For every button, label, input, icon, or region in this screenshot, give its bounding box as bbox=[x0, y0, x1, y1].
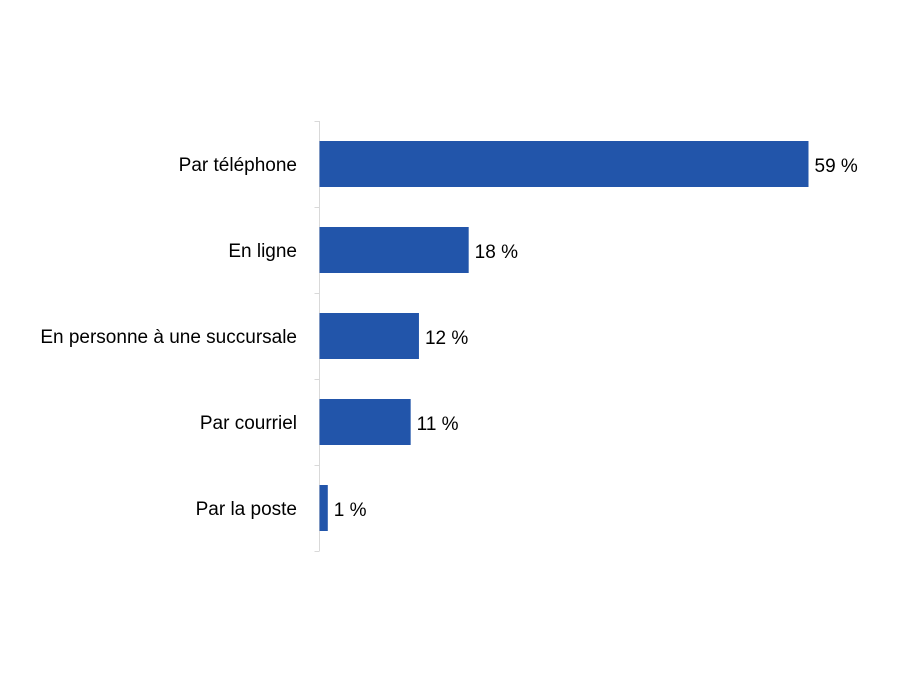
bars-layer bbox=[319, 141, 809, 531]
bar-2 bbox=[319, 227, 469, 273]
category-label: Par la poste bbox=[196, 499, 297, 520]
bar-1 bbox=[319, 141, 809, 187]
labels-layer: Par téléphone 59 % En ligne 18 % En personne… bbox=[40, 155, 858, 521]
category-label: Par téléphone bbox=[179, 155, 297, 176]
bar-4 bbox=[319, 399, 411, 445]
axis-layer bbox=[314, 121, 320, 552]
data-label: 12 % bbox=[425, 328, 468, 349]
data-label: 59 % bbox=[815, 156, 858, 177]
category-label: En personne à une succursale bbox=[40, 327, 297, 348]
data-label: 11 % bbox=[417, 414, 459, 435]
category-label: En ligne bbox=[228, 241, 297, 262]
bar-3 bbox=[319, 313, 419, 359]
data-label: 1 % bbox=[334, 500, 367, 521]
bar-5 bbox=[319, 485, 328, 531]
category-label: Par courriel bbox=[200, 413, 297, 434]
data-label: 18 % bbox=[475, 242, 518, 263]
